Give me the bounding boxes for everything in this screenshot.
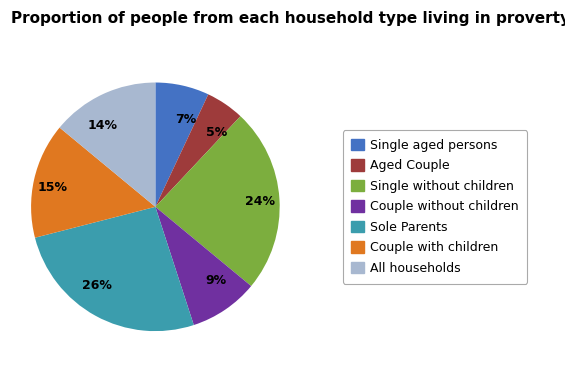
Wedge shape (155, 82, 208, 207)
Wedge shape (31, 128, 155, 238)
Wedge shape (155, 116, 280, 286)
Text: 26%: 26% (82, 279, 112, 292)
Text: 9%: 9% (206, 274, 227, 287)
Text: 24%: 24% (245, 195, 275, 208)
Text: 15%: 15% (38, 181, 68, 194)
Text: 5%: 5% (206, 126, 227, 139)
Wedge shape (35, 207, 194, 331)
Text: Proportion of people from each household type living in proverty: Proportion of people from each household… (11, 11, 565, 26)
Text: 14%: 14% (87, 119, 118, 133)
Text: 7%: 7% (175, 113, 196, 126)
Wedge shape (155, 94, 241, 207)
Legend: Single aged persons, Aged Couple, Single without children, Couple without childr: Single aged persons, Aged Couple, Single… (342, 130, 528, 283)
Wedge shape (59, 82, 155, 207)
Wedge shape (155, 207, 251, 325)
